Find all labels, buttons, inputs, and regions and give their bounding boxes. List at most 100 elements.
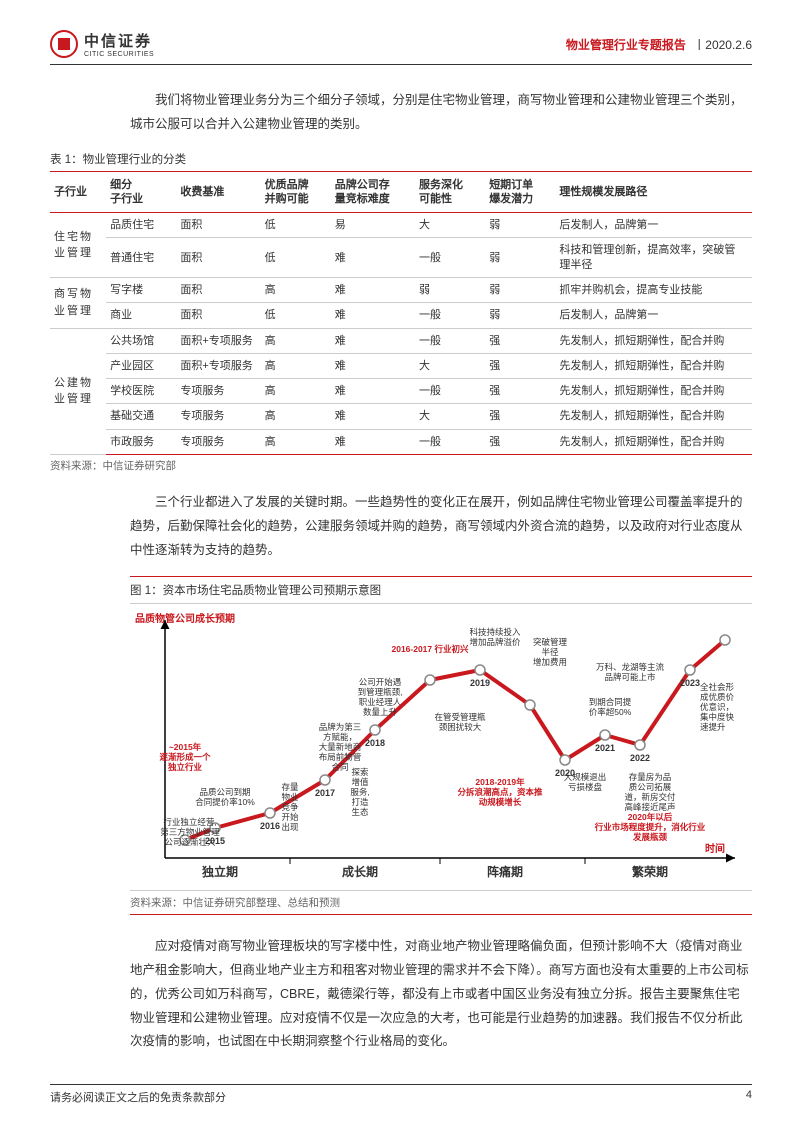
svg-text:动规模增长: 动规模增长 <box>479 797 522 807</box>
table-1-th: 收费基准 <box>176 171 260 213</box>
table-cell: 大 <box>415 404 485 429</box>
table-cell: 弱 <box>485 277 555 302</box>
figure-1-source: 资料来源：中信证券研究部整理、总结和预测 <box>130 890 752 915</box>
table-cell: 强 <box>485 353 555 378</box>
svg-text:逐渐形成一个: 逐渐形成一个 <box>159 752 211 762</box>
table-cell: 先发制人，抓短期弹性，配合并购 <box>555 328 752 353</box>
table-cell: 学校医院 <box>106 379 176 404</box>
svg-text:独立期: 独立期 <box>201 864 238 879</box>
svg-text:公司开始遇: 公司开始遇 <box>359 677 402 687</box>
svg-text:2017: 2017 <box>315 788 335 798</box>
footer-pagenum: 4 <box>746 1089 752 1105</box>
svg-text:分拆浪潮高点，资本推: 分拆浪潮高点，资本推 <box>457 787 543 797</box>
table-1-wrap: 表 1：物业管理行业的分类 子行业细分 子行业收费基准优质品牌 并购可能品牌公司… <box>50 151 752 474</box>
svg-text:品质公司到期: 品质公司到期 <box>199 787 250 797</box>
table-cell: 后发制人，品牌第一 <box>555 213 752 238</box>
paragraph-1: 我们将物业管理业务分为三个细分子领域，分别是住宅物业管理，商写物业管理和公建物业… <box>130 89 752 137</box>
svg-text:生态: 生态 <box>351 807 369 817</box>
table-1-caption: 表 1：物业管理行业的分类 <box>50 151 752 167</box>
table-row: 市政服务专项服务高难一般强先发制人，抓短期弹性，配合并购 <box>50 429 752 454</box>
table-cell: 低 <box>261 303 331 328</box>
logo-block: 中信证券 CITIC SECURITIES <box>50 30 154 58</box>
table-cell: 面积+专项服务 <box>176 328 260 353</box>
table-1-header-row: 子行业细分 子行业收费基准优质品牌 并购可能品牌公司存 量竞标难度服务深化 可能… <box>50 171 752 213</box>
table-cell: 商业 <box>106 303 176 328</box>
svg-text:出现: 出现 <box>281 822 299 832</box>
page-header: 中信证券 CITIC SECURITIES 物业管理行业专题报告 丨2020.2… <box>50 30 752 65</box>
svg-text:~2015年: ~2015年 <box>169 742 202 752</box>
table-cell: 高 <box>261 429 331 454</box>
table-cell: 难 <box>331 277 415 302</box>
table-cell: 大 <box>415 213 485 238</box>
svg-text:全社会形: 全社会形 <box>700 682 735 692</box>
table-cell: 弱 <box>485 303 555 328</box>
table-cell: 低 <box>261 213 331 238</box>
table-cell: 强 <box>485 429 555 454</box>
table-cell: 一般 <box>415 328 485 353</box>
table-cell: 普通住宅 <box>106 238 176 278</box>
table-1-th: 子行业 <box>50 171 106 213</box>
table-cell: 高 <box>261 328 331 353</box>
logo-text: 中信证券 CITIC SECURITIES <box>84 30 154 58</box>
svg-text:打造: 打造 <box>351 797 369 807</box>
table-cell: 难 <box>331 404 415 429</box>
svg-text:大量新地商: 大量新地商 <box>319 742 362 752</box>
table-cell: 一般 <box>415 379 485 404</box>
svg-text:亏损楼盘: 亏损楼盘 <box>568 782 603 792</box>
table-cell: 后发制人，品牌第一 <box>555 303 752 328</box>
table-cell: 强 <box>485 404 555 429</box>
table-cell: 高 <box>261 379 331 404</box>
table-cell: 一般 <box>415 429 485 454</box>
svg-text:开始: 开始 <box>281 812 299 822</box>
svg-text:2019: 2019 <box>470 678 490 688</box>
svg-text:2018-2019年: 2018-2019年 <box>475 777 525 787</box>
table-cell: 难 <box>331 353 415 378</box>
page-root: 中信证券 CITIC SECURITIES 物业管理行业专题报告 丨2020.2… <box>0 0 802 1054</box>
figure-1-chart: 品质物管公司成长预期时间独立期成长期阵痛期繁荣期2015201620172018… <box>130 610 750 890</box>
svg-text:物业: 物业 <box>281 792 298 802</box>
svg-text:高峰接近尾声: 高峰接近尾声 <box>624 802 675 812</box>
table-1-th: 细分 子行业 <box>106 171 176 213</box>
svg-text:2020年以后: 2020年以后 <box>628 812 673 822</box>
svg-text:布局前物管: 布局前物管 <box>319 752 362 762</box>
table-cell: 专项服务 <box>176 404 260 429</box>
paragraph-3: 应对疫情对商写物业管理板块的写字楼中性，对商业地产物业管理略偏负面，但预计影响不… <box>130 935 752 1054</box>
table-cell: 产业园区 <box>106 353 176 378</box>
table-group-cell: 住宅物 业管理 <box>50 213 106 278</box>
table-cell: 高 <box>261 277 331 302</box>
svg-text:到管理瓶颈,: 到管理瓶颈, <box>358 687 403 697</box>
table-group-cell: 商写物 业管理 <box>50 277 106 328</box>
svg-text:行业独立经营,: 行业独立经营, <box>163 817 216 827</box>
svg-text:颈困扰较大: 颈困扰较大 <box>439 722 482 732</box>
table-group-cell: 公建物 业管理 <box>50 328 106 454</box>
svg-text:合同提价率10%: 合同提价率10% <box>195 797 255 807</box>
table-row: 商写物 业管理写字楼面积高难弱弱抓牢并购机会，提高专业技能 <box>50 277 752 302</box>
svg-text:在管受管理瓶: 在管受管理瓶 <box>434 712 486 722</box>
table-1-source: 资料来源：中信证券研究部 <box>50 458 752 473</box>
table-1-th: 服务深化 可能性 <box>415 171 485 213</box>
svg-text:独立行业: 独立行业 <box>167 762 203 772</box>
table-cell: 市政服务 <box>106 429 176 454</box>
svg-text:职业经理人: 职业经理人 <box>359 697 402 707</box>
svg-text:增值: 增值 <box>351 777 369 787</box>
table-cell: 大 <box>415 353 485 378</box>
table-cell: 科技和管理创新，提高效率，突破管 理半径 <box>555 238 752 278</box>
table-cell: 面积 <box>176 277 260 302</box>
table-cell: 先发制人，抓短期弹性，配合并购 <box>555 353 752 378</box>
svg-text:增加费用: 增加费用 <box>533 657 567 667</box>
table-1-body: 住宅物 业管理品质住宅面积低易大弱后发制人，品牌第一普通住宅面积低难一般弱科技和… <box>50 213 752 455</box>
table-cell: 高 <box>261 404 331 429</box>
svg-text:集中度快: 集中度快 <box>700 712 735 722</box>
table-cell: 先发制人，抓短期弹性，配合并购 <box>555 429 752 454</box>
svg-text:2016-2017 行业初兴: 2016-2017 行业初兴 <box>391 644 469 654</box>
table-cell: 一般 <box>415 238 485 278</box>
table-cell: 面积+专项服务 <box>176 353 260 378</box>
table-cell: 专项服务 <box>176 379 260 404</box>
table-1-th: 优质品牌 并购可能 <box>261 171 331 213</box>
svg-text:增加品牌溢价: 增加品牌溢价 <box>469 637 521 647</box>
table-cell: 弱 <box>485 238 555 278</box>
table-1-th: 品牌公司存 量竞标难度 <box>331 171 415 213</box>
svg-text:价率超50%: 价率超50% <box>589 707 632 717</box>
svg-text:公司逐渐壮大: 公司逐渐壮大 <box>164 837 216 847</box>
svg-text:成长期: 成长期 <box>342 864 378 879</box>
